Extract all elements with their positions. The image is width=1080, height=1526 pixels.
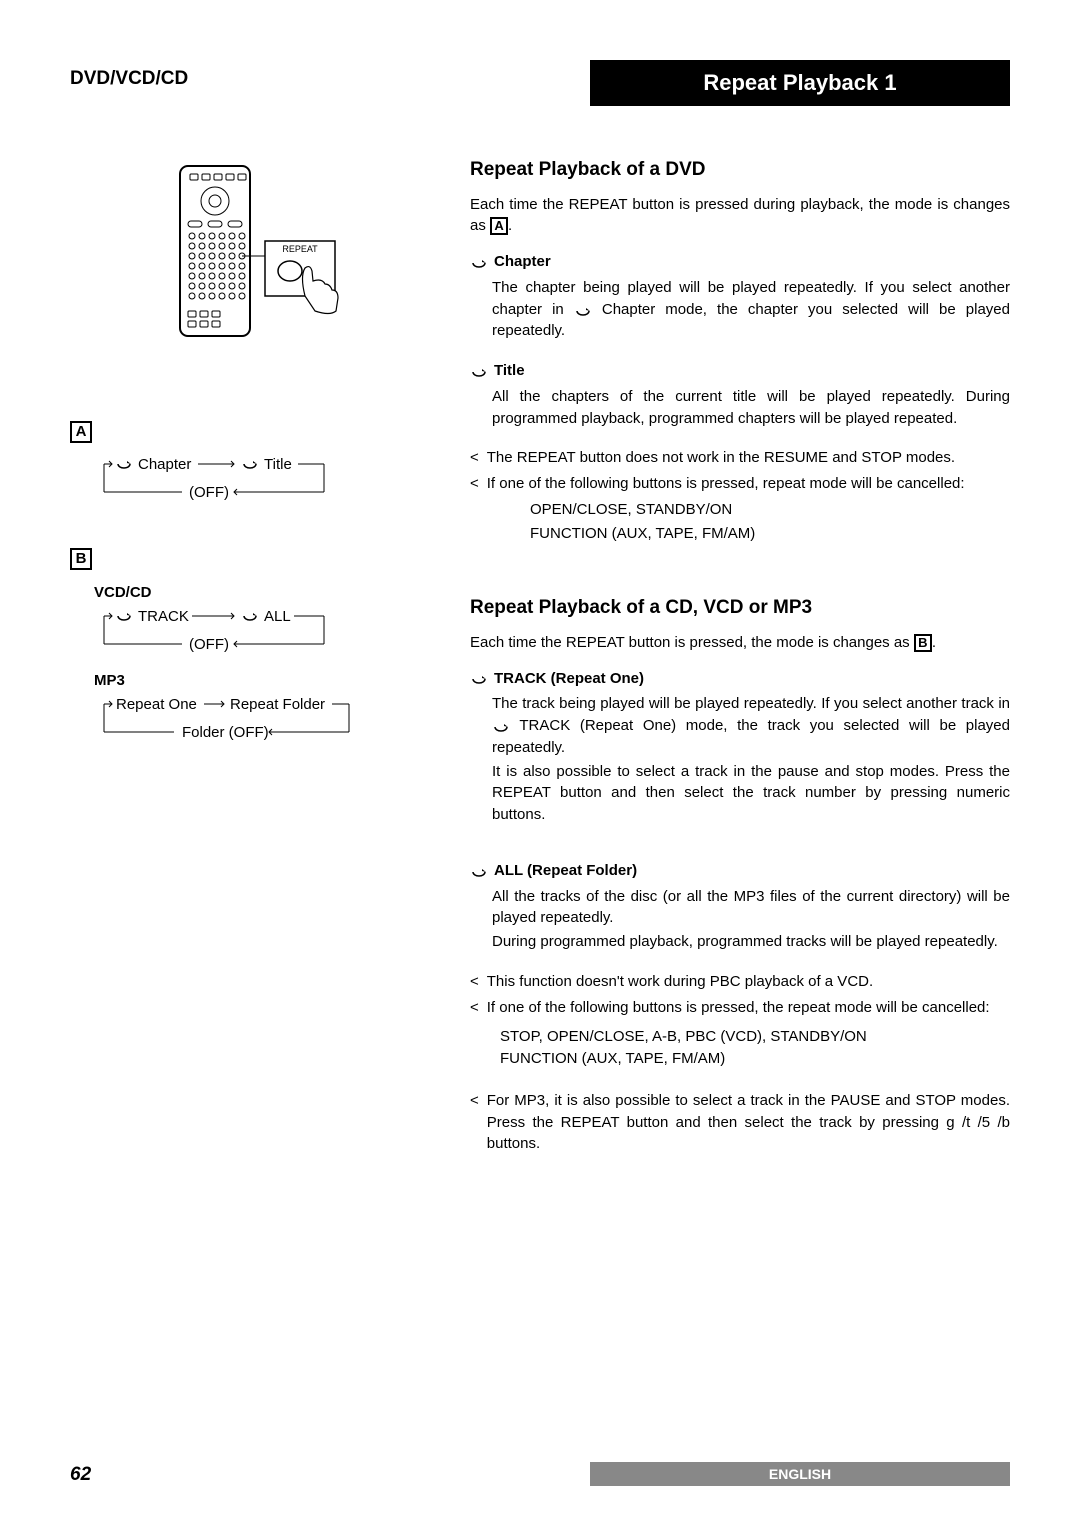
all-body-1: All the tracks of the disc (or all the M… [492, 888, 1010, 927]
track-body: The track being played will be played re… [492, 693, 1010, 826]
track-body-c: It is also possible to select a track in… [492, 761, 1010, 826]
chapter-heading-text: Chapter [494, 251, 551, 273]
svg-text:Title: Title [264, 456, 292, 473]
title-heading-text: Title [494, 360, 525, 382]
box-a-inline: A [490, 217, 508, 235]
bullet-marker: < [470, 997, 479, 1019]
svg-text:(OFF): (OFF) [189, 484, 229, 501]
remote-illustration: REPEAT [70, 156, 430, 361]
diagram-b: B VCD/CD TRACK ALL (OFF) [70, 548, 430, 748]
all-mode-heading: ALL (Repeat Folder) [470, 860, 1010, 882]
diagram-b-flow-vcd: TRACK ALL (OFF) [94, 601, 374, 656]
cdvcd-note-2-line2: FUNCTION (AUX, TAPE, FM/AM) [500, 1048, 1010, 1070]
dvd-note-2: < If one of the following buttons is pre… [470, 473, 1010, 495]
svg-text:Repeat One: Repeat One [116, 696, 197, 713]
page-footer: 62 ENGLISH [70, 1462, 1010, 1486]
repeat-icon [470, 865, 488, 877]
dvd-note-1-text: The REPEAT button does not work in the R… [487, 447, 1010, 469]
svg-text:Folder (OFF): Folder (OFF) [182, 724, 269, 741]
cdvcd-note-1: < This function doesn't work during PBC … [470, 971, 1010, 993]
right-column: Repeat Playback of a DVD Each time the R… [470, 156, 1010, 1159]
track-body-b: TRACK (Repeat One) mode, the track you s… [492, 717, 1010, 756]
cdvcd-section-heading: Repeat Playback of a CD, VCD or MP3 [470, 594, 1010, 622]
diagram-a-label: A [70, 421, 92, 443]
header-title-bar: Repeat Playback 1 [590, 60, 1010, 106]
repeat-icon [470, 256, 488, 268]
title-body: All the chapters of the current title wi… [492, 386, 1010, 430]
dvd-note-1: < The REPEAT button does not work in the… [470, 447, 1010, 469]
repeat-icon [492, 720, 510, 732]
track-mode-heading: TRACK (Repeat One) [470, 668, 1010, 690]
diagram-a: A Chapter Title (OFF) [70, 421, 430, 508]
box-b-inline: B [914, 634, 932, 652]
dvd-intro: Each time the REPEAT button is pressed d… [470, 194, 1010, 238]
dvd-intro-text-a: Each time the REPEAT button is pressed d… [470, 196, 1010, 235]
svg-text:Chapter: Chapter [138, 456, 191, 473]
cdvcd-note-3-text: For MP3, it is also possible to select a… [487, 1090, 1010, 1155]
title-mode-heading: Title [470, 360, 1010, 382]
mp3-heading: MP3 [94, 672, 430, 689]
left-column: REPEAT A Chapter Title [70, 156, 430, 1159]
dvd-note-2-line2: FUNCTION (AUX, TAPE, FM/AM) [530, 523, 1010, 545]
bullet-marker: < [470, 447, 479, 469]
diagram-b-label: B [70, 548, 92, 570]
dvd-section-heading: Repeat Playback of a DVD [470, 156, 1010, 184]
svg-text:(OFF): (OFF) [189, 636, 229, 653]
all-body: All the tracks of the disc (or all the M… [492, 886, 1010, 953]
diagram-a-flow: Chapter Title (OFF) [94, 449, 374, 504]
vcd-cd-heading: VCD/CD [94, 584, 430, 601]
chapter-body: The chapter being played will be played … [492, 277, 1010, 342]
dvd-intro-text-b: . [508, 217, 512, 234]
all-body-2: During programmed playback, programmed t… [492, 931, 1010, 953]
remote-callout-label: REPEAT [282, 244, 318, 254]
main-content: REPEAT A Chapter Title [70, 156, 1010, 1159]
cdvcd-note-2-text: If one of the following buttons is press… [487, 997, 1010, 1019]
cdvcd-intro-text-b: . [932, 634, 936, 651]
svg-text:ALL: ALL [264, 608, 291, 625]
page-header: DVD/VCD/CD Repeat Playback 1 [70, 60, 1010, 106]
remote-svg: REPEAT [150, 156, 350, 356]
repeat-icon [470, 365, 488, 377]
cdvcd-intro-text-a: Each time the REPEAT button is pressed, … [470, 634, 914, 651]
dvd-note-2-line1: OPEN/CLOSE, STANDBY/ON [530, 499, 1010, 521]
bullet-marker: < [470, 971, 479, 993]
chapter-mode-heading: Chapter [470, 251, 1010, 273]
track-heading-text: TRACK (Repeat One) [494, 668, 644, 690]
svg-text:Repeat Folder: Repeat Folder [230, 696, 325, 713]
cdvcd-intro: Each time the REPEAT button is pressed, … [470, 632, 1010, 654]
track-body-a: The track being played will be played re… [492, 695, 1010, 712]
page-number: 62 [70, 1464, 91, 1486]
bullet-marker: < [470, 1090, 479, 1155]
dvd-note-2-text: If one of the following buttons is press… [487, 473, 1010, 495]
header-media-type: DVD/VCD/CD [70, 60, 188, 90]
cdvcd-note-1-text: This function doesn't work during PBC pl… [487, 971, 1010, 993]
repeat-icon [470, 672, 488, 684]
svg-text:TRACK: TRACK [138, 608, 189, 625]
cdvcd-note-2-line1: STOP, OPEN/CLOSE, A-B, PBC (VCD), STANDB… [500, 1026, 1010, 1048]
cdvcd-note-3: < For MP3, it is also possible to select… [470, 1090, 1010, 1155]
cdvcd-note-2: < If one of the following buttons is pre… [470, 997, 1010, 1019]
repeat-icon [574, 304, 592, 316]
bullet-marker: < [470, 473, 479, 495]
language-bar: ENGLISH [590, 1462, 1010, 1486]
all-heading-text: ALL (Repeat Folder) [494, 860, 637, 882]
diagram-b-flow-mp3: Repeat One Repeat Folder Folder (OFF) [94, 689, 394, 744]
